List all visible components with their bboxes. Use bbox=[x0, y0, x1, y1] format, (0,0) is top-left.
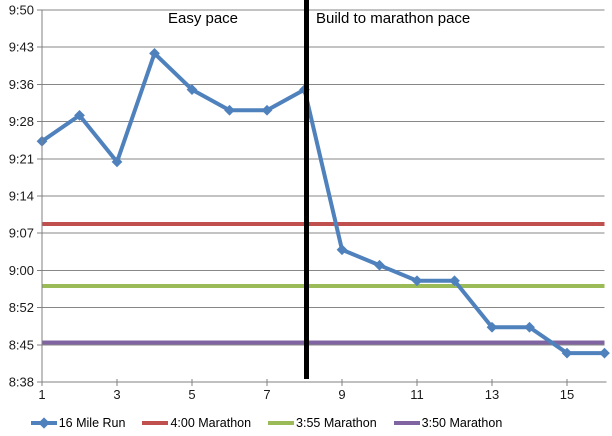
annotation-build-to-marathon-pace: Build to marathon pace bbox=[316, 10, 471, 27]
series-marker-diamond bbox=[599, 347, 610, 359]
series-marker-diamond bbox=[186, 84, 198, 95]
y-tick-label: 9:50 bbox=[9, 3, 34, 18]
line-swatch-icon bbox=[30, 417, 57, 429]
line-swatch-icon bbox=[393, 421, 420, 425]
series-marker-diamond bbox=[224, 104, 235, 116]
series-marker-diamond bbox=[449, 275, 460, 287]
legend-item-3-55-marathon: 3:55 Marathon bbox=[268, 416, 377, 430]
series-line-16-mile-run bbox=[40, 51, 607, 356]
series-marker-diamond bbox=[111, 156, 123, 168]
legend-label: 4:00 Marathon bbox=[170, 416, 252, 430]
y-tick-label: 9:07 bbox=[9, 226, 34, 241]
y-tick-label: 9:36 bbox=[9, 77, 34, 92]
x-tick-label: 11 bbox=[410, 387, 424, 402]
y-tick-label: 9:00 bbox=[9, 263, 34, 278]
x-tick-label: 15 bbox=[560, 387, 574, 402]
legend-label: 3:50 Marathon bbox=[421, 416, 503, 430]
legend-item-4-00-marathon: 4:00 Marathon bbox=[142, 416, 251, 430]
x-tick-label: 1 bbox=[38, 387, 45, 402]
y-tick-label: 9:14 bbox=[9, 189, 34, 204]
y-tick-label: 9:21 bbox=[9, 151, 34, 166]
x-tick-label: 13 bbox=[485, 387, 499, 402]
y-tick-label: 8:45 bbox=[9, 337, 34, 352]
y-tick-label: 9:28 bbox=[9, 114, 34, 129]
x-tick-label: 7 bbox=[263, 387, 270, 402]
legend-item-16-mile-run: 16 Mile Run bbox=[30, 416, 126, 430]
series-marker-diamond bbox=[411, 275, 423, 287]
x-tick-label: 5 bbox=[188, 387, 195, 402]
plot-area: 9:50 9:43 9:36 9:28 9:21 9:14 9:07 9:00 8:52 8:45… bbox=[9, 0, 610, 402]
series-marker-diamond bbox=[374, 259, 385, 271]
legend-label: 3:55 Marathon bbox=[296, 416, 377, 430]
chart-legend: 16 Mile Run 4:00 Marathon 3:55 Marathon … bbox=[0, 413, 533, 433]
series-marker-diamond bbox=[336, 244, 348, 256]
line-swatch-icon bbox=[142, 421, 169, 425]
x-tick-label: 9 bbox=[338, 387, 345, 402]
legend-label: 16 Mile Run bbox=[58, 416, 126, 430]
x-tick-label: 3 bbox=[113, 387, 120, 402]
y-tick-label: 8:38 bbox=[9, 375, 34, 390]
series-marker-diamond bbox=[74, 110, 85, 121]
diamond-marker-icon bbox=[38, 417, 50, 429]
y-tick-label: 9:43 bbox=[9, 40, 34, 55]
annotation-easy-pace: Easy pace bbox=[167, 10, 239, 27]
y-tick-label: 8:52 bbox=[9, 300, 34, 315]
line-swatch-icon bbox=[268, 421, 295, 425]
series-marker-diamond bbox=[486, 321, 498, 333]
legend-item-3-50-marathon: 3:50 Marathon bbox=[393, 416, 503, 430]
